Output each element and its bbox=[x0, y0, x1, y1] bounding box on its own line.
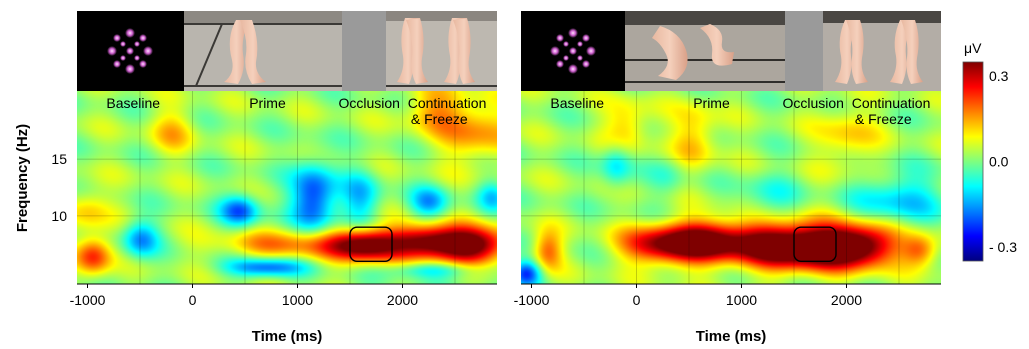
x-tick-label: 0 bbox=[189, 292, 197, 308]
phase-label: & Freeze bbox=[411, 111, 468, 127]
x-tick-label: -1000 bbox=[514, 292, 550, 308]
heatmap-right-overlay: Baseline Prime Occlusion Continuation& Free… bbox=[514, 91, 941, 308]
phase-label: Baseline bbox=[106, 95, 160, 111]
y-tick-label: 15 bbox=[51, 151, 67, 167]
x-tick-label: 2000 bbox=[387, 292, 418, 308]
roi-highlight-box bbox=[793, 226, 837, 262]
phase-label: & Freeze bbox=[855, 111, 912, 127]
x-axis-title-left: Time (ms) bbox=[252, 328, 323, 345]
phase-label: Occlusion bbox=[782, 95, 843, 111]
heatmap-left-overlay: Baseline Prime Occlusion Continuation& Free… bbox=[51, 91, 497, 308]
pinwheel-dots bbox=[107, 28, 153, 74]
colorbar-ticks: 0.3 0.0 - 0.3 bbox=[989, 68, 1017, 255]
colorbar: μV 0.3 0.0 - 0.3 bbox=[962, 40, 1017, 262]
x-axis-title-right: Time (ms) bbox=[696, 328, 767, 345]
colorbar-unit: μV bbox=[964, 40, 982, 56]
colorbar-scale bbox=[962, 61, 984, 262]
walking-figure-legs bbox=[224, 20, 266, 84]
colorbar-tick-label: 0.3 bbox=[989, 68, 1009, 84]
phase-label: Continuation bbox=[408, 95, 487, 111]
photo-strip-left bbox=[77, 11, 497, 91]
heatmap-left bbox=[77, 91, 497, 284]
y-axis-title: Frequency (Hz) bbox=[14, 124, 31, 232]
phase-label: Prime bbox=[693, 95, 730, 111]
phase-label: Prime bbox=[249, 95, 286, 111]
x-tick-label: 0 bbox=[633, 292, 641, 308]
x-tick-label: 1000 bbox=[282, 292, 313, 308]
x-tick-label: -1000 bbox=[70, 292, 106, 308]
phase-label: Continuation bbox=[852, 95, 931, 111]
heatmap-left-container bbox=[77, 91, 497, 284]
phase-label: Occlusion bbox=[338, 95, 399, 111]
heatmap-right-container bbox=[521, 91, 941, 284]
colorbar-tick-label: - 0.3 bbox=[989, 239, 1017, 255]
photo-strip-right bbox=[521, 11, 941, 91]
heatmap-right bbox=[521, 91, 941, 284]
colorbar-tick-label: 0.0 bbox=[989, 154, 1009, 170]
x-tick-label: 2000 bbox=[831, 292, 862, 308]
x-tick-label: 1000 bbox=[726, 292, 757, 308]
gray-occluder bbox=[342, 11, 386, 91]
y-tick-label: 10 bbox=[51, 208, 67, 224]
roi-highlight-box bbox=[349, 226, 393, 262]
phase-label: Baseline bbox=[550, 95, 604, 111]
gray-occluder bbox=[785, 11, 823, 91]
